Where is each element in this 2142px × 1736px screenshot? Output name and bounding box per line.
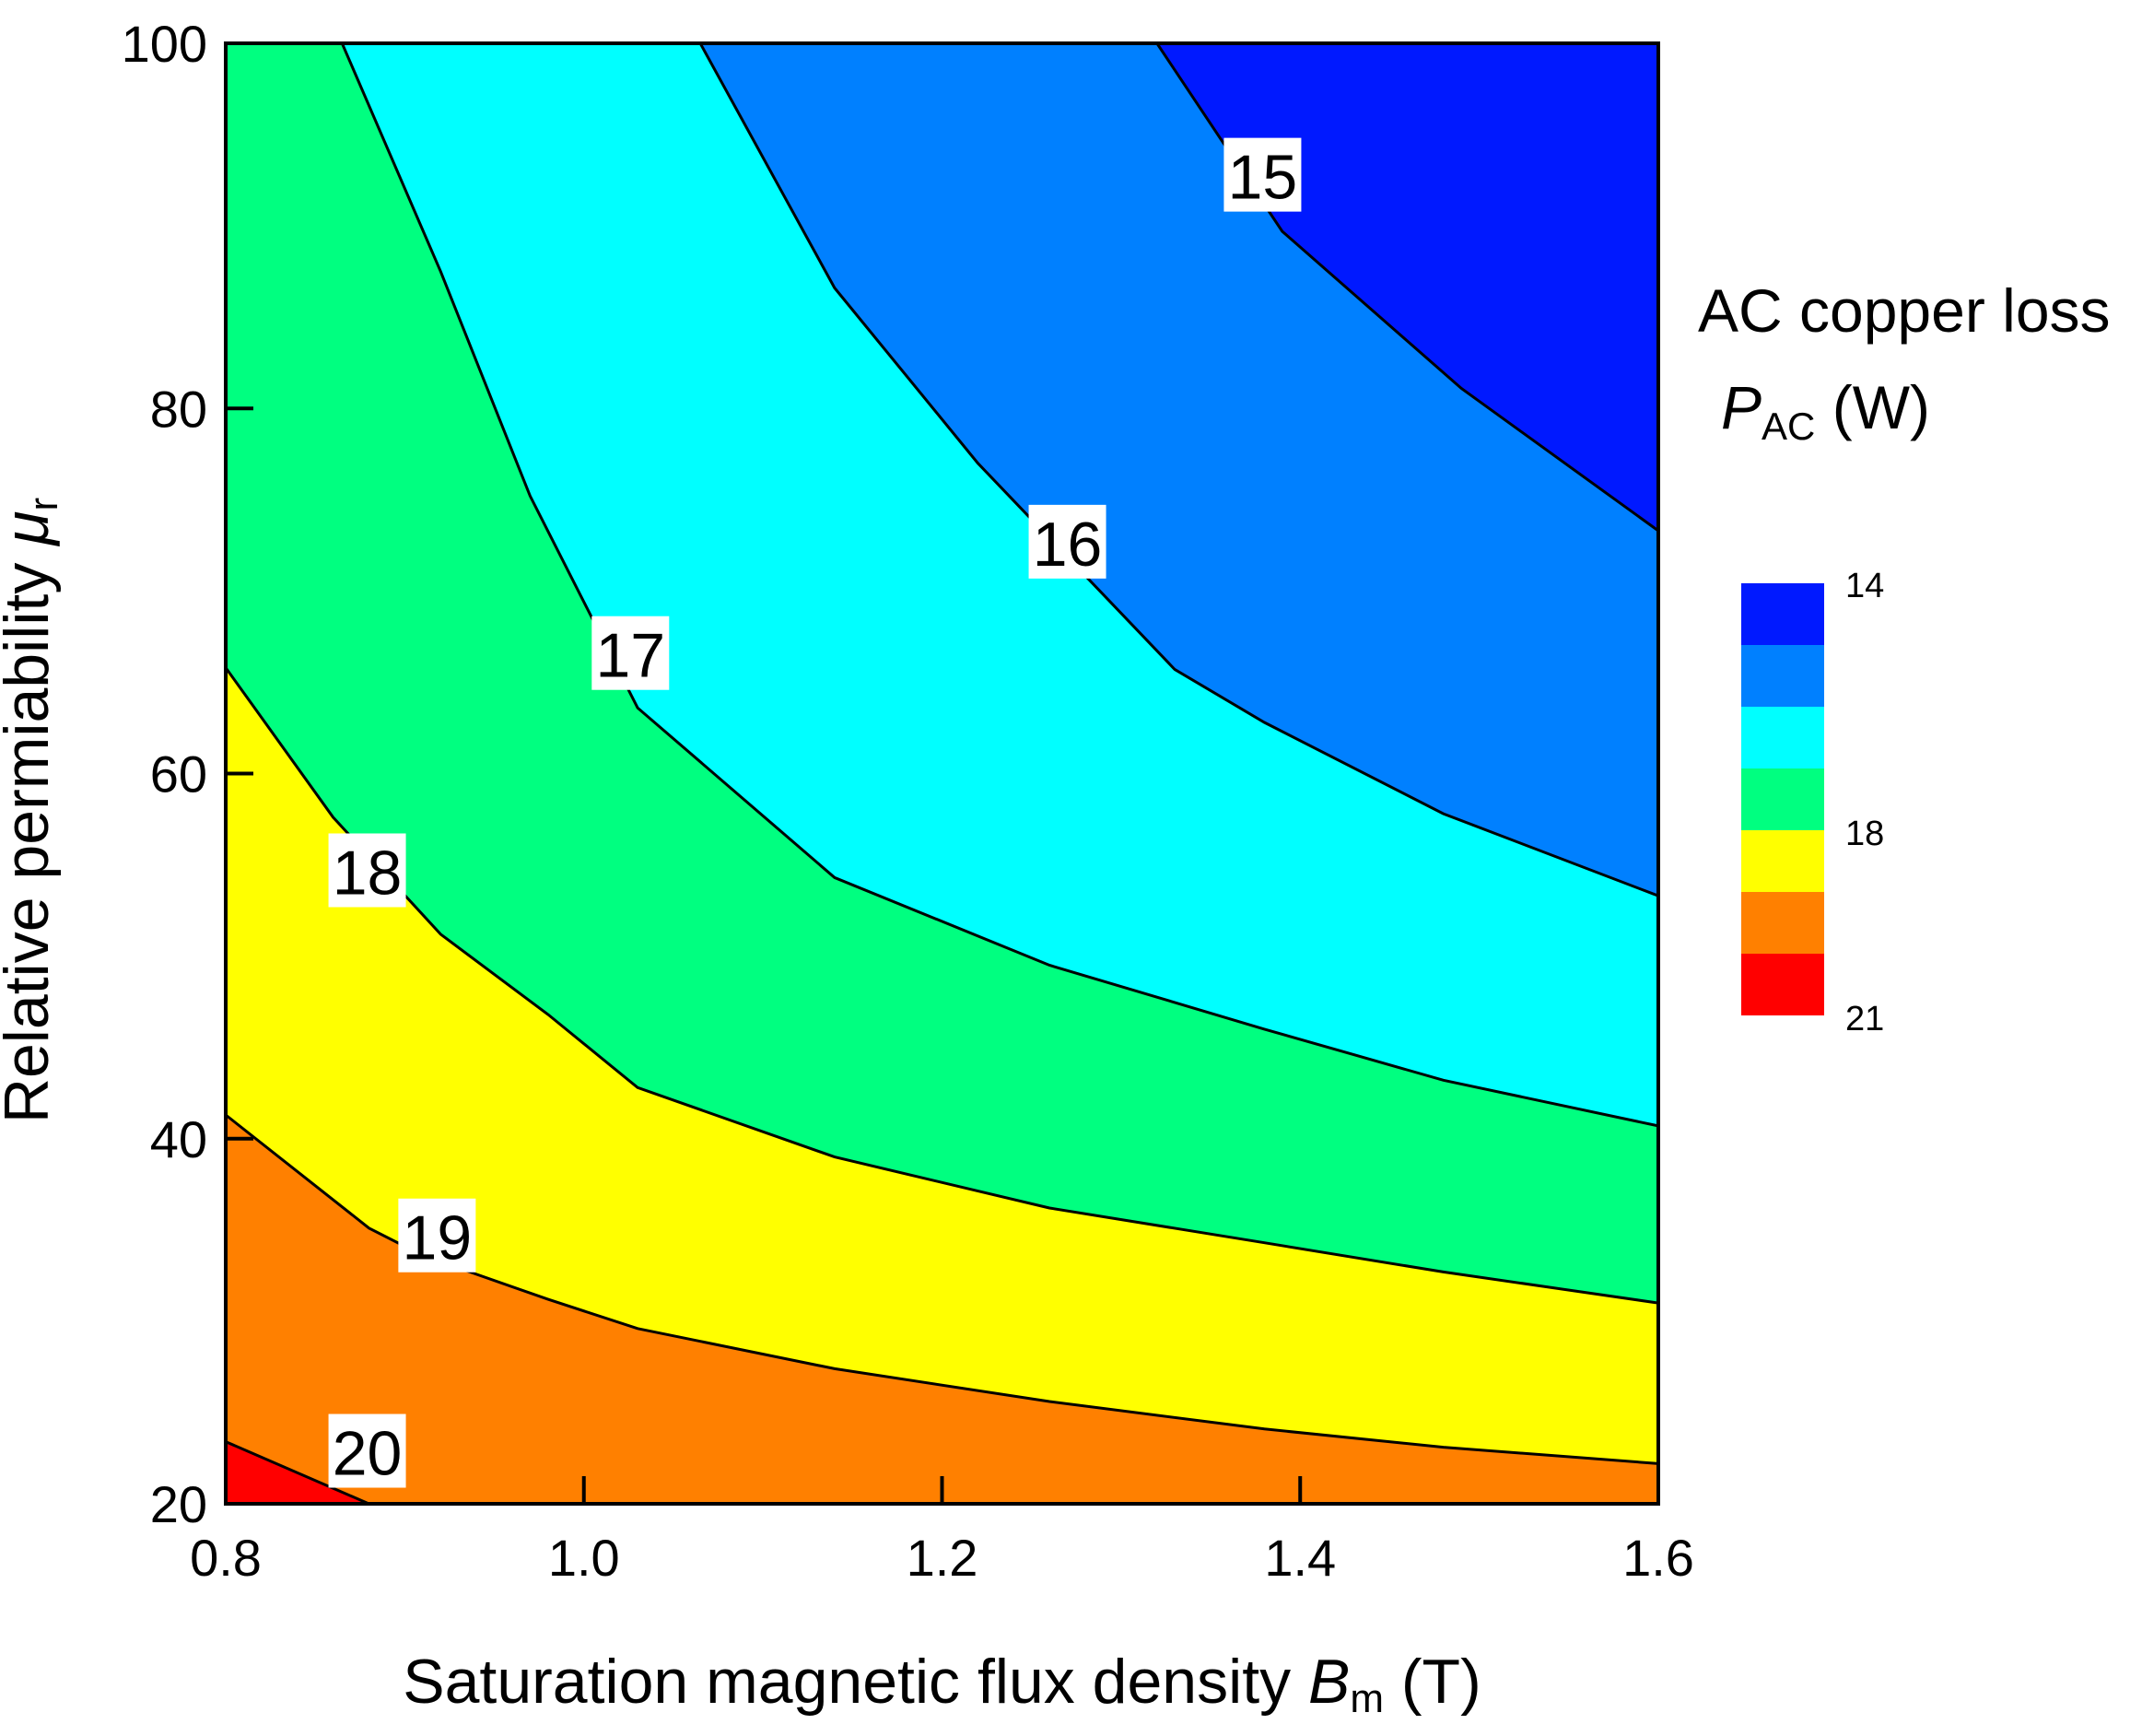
contour-lines [224, 42, 1659, 1506]
contour-line-20 [225, 1440, 370, 1506]
svg-text:16: 16 [1033, 510, 1103, 580]
colorbar-label-18: 18 [1845, 815, 1884, 853]
y-tick-label: 100 [122, 15, 207, 73]
contour-line-15 [1155, 42, 1659, 533]
y-tick-label: 20 [150, 1475, 207, 1533]
x-axis-title: Saturation magnetic flux density Bm (T) [403, 1647, 1481, 1721]
x-tick-label: 1.2 [907, 1529, 978, 1587]
axis-ticks: 0.8 1.0 1.2 1.4 1.6 20 40 60 80 100 [122, 15, 1694, 1587]
x-tick-label: 1.0 [548, 1529, 620, 1587]
y-axis-title: Relative permiability μr [0, 498, 66, 1123]
svg-text:20: 20 [333, 1419, 403, 1489]
colorbar-bands [1741, 583, 1824, 1015]
colorbar-title: AC copper loss [1698, 276, 2111, 345]
svg-text:17: 17 [595, 621, 665, 691]
contour-label-16: 16 [1028, 504, 1106, 580]
y-tick-label: 40 [150, 1110, 207, 1168]
contour-label-15: 15 [1223, 137, 1302, 213]
colorbar-band [1741, 707, 1824, 768]
contour-label-19: 19 [398, 1198, 476, 1273]
contour-label-20: 20 [328, 1413, 406, 1489]
colorbar-band [1741, 830, 1824, 892]
colorbar-band [1741, 954, 1824, 1015]
contour-regions [226, 43, 1658, 1504]
y-tick-label: 80 [150, 380, 207, 438]
colorbar-band [1741, 645, 1824, 707]
colorbar: AC copper loss PAC (W) 14 18 21 [1698, 276, 2111, 1038]
y-tick-label: 60 [150, 745, 207, 803]
colorbar-label-14: 14 [1845, 567, 1884, 605]
svg-text:19: 19 [403, 1203, 473, 1273]
colorbar-band [1741, 583, 1824, 645]
svg-text:18: 18 [333, 838, 403, 908]
x-tick-label: 0.8 [190, 1529, 262, 1587]
x-tick-label: 1.4 [1264, 1529, 1336, 1587]
colorbar-band [1741, 892, 1824, 954]
contour-label-18: 18 [328, 833, 406, 908]
contour-label-17: 17 [591, 616, 670, 691]
colorbar-band [1741, 768, 1824, 830]
svg-text:15: 15 [1228, 143, 1298, 213]
contour-labels: 20 19 18 17 16 15 [328, 137, 1302, 1489]
colorbar-unit: PAC (W) [1721, 373, 1930, 448]
contour-line-19 [225, 1113, 1659, 1465]
contour-line-17 [340, 42, 1659, 1128]
contour-line-16 [698, 42, 1659, 897]
colorbar-label-21: 21 [1845, 1000, 1884, 1038]
x-tick-label: 1.6 [1622, 1529, 1694, 1587]
